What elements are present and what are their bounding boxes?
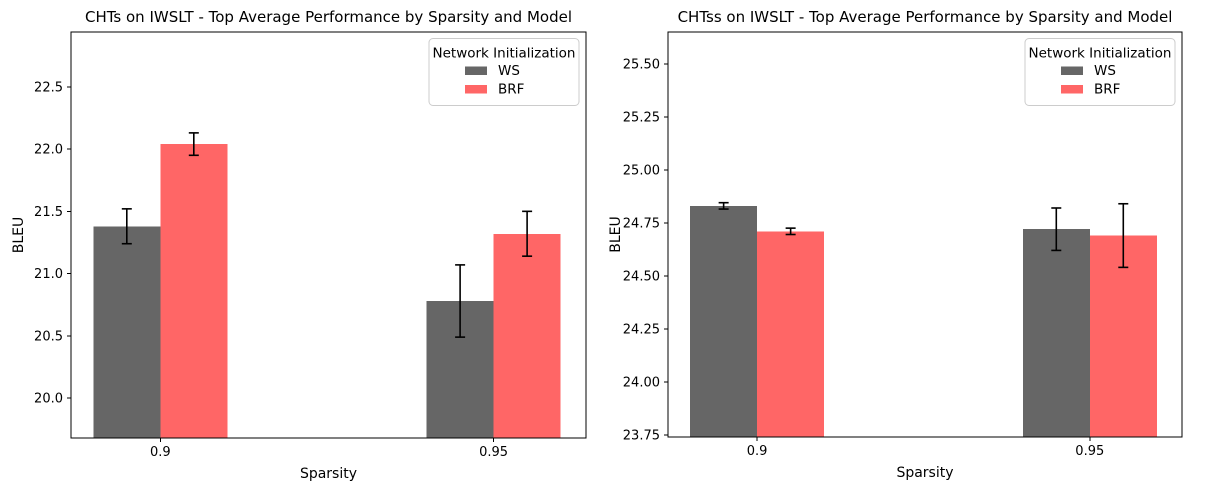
y-axis-label: BLEU [608, 216, 624, 253]
y-tick-label: 20.0 [34, 392, 63, 407]
y-tick-label: 22.0 [34, 143, 63, 158]
y-tick-label: 20.5 [34, 329, 63, 344]
axes-frame [667, 31, 1183, 438]
y-tick-label: 24.75 [623, 216, 660, 231]
y-tick-label: 21.0 [34, 267, 63, 282]
axes-frame [70, 31, 587, 439]
bar-brf-0.95 [1089, 235, 1157, 437]
legend-label-brf: BRF [498, 82, 524, 98]
y-tick-label: 23.75 [623, 428, 660, 443]
x-tick-label: 0.9 [150, 445, 171, 460]
bar-brf-0.95 [493, 233, 561, 438]
x-axis-label: Sparsity [896, 465, 953, 481]
legend-label-ws: WS [1094, 63, 1116, 79]
legend-label-ws: WS [498, 63, 520, 79]
bar-ws-0.9 [690, 205, 758, 437]
y-tick-label: 24.50 [623, 269, 660, 284]
legend-label-brf: BRF [1094, 82, 1120, 98]
chart-title: CHTs on IWSLT - Top Average Performance … [85, 8, 572, 26]
y-tick-label: 24.00 [623, 375, 660, 390]
legend-swatch-brf [1061, 85, 1083, 94]
bar-brf-0.9 [757, 231, 825, 437]
y-axis-label: BLEU [11, 217, 27, 254]
legend-title: Network Initialization [1029, 46, 1172, 62]
y-tick-label: 22.5 [34, 80, 63, 95]
bar-brf-0.9 [160, 144, 228, 439]
x-tick-label: 0.95 [479, 445, 508, 460]
y-tick-label: 21.5 [34, 205, 63, 220]
bar-ws-0.95 [1022, 229, 1090, 437]
x-tick-label: 0.95 [1075, 444, 1104, 459]
legend-title: Network Initialization [433, 46, 576, 62]
y-tick-label: 25.50 [623, 57, 660, 72]
legend-swatch-ws [1061, 66, 1083, 75]
chart-title: CHTss on IWSLT - Top Average Performance… [678, 8, 1173, 26]
x-tick-label: 0.9 [747, 444, 768, 459]
y-tick-label: 24.25 [623, 322, 660, 337]
y-tick-label: 25.25 [623, 110, 660, 125]
legend-swatch-brf [465, 85, 487, 94]
legend-swatch-ws [465, 66, 487, 75]
bar-ws-0.9 [93, 226, 161, 438]
y-tick-label: 25.00 [623, 163, 660, 178]
x-axis-label: Sparsity [300, 466, 357, 482]
